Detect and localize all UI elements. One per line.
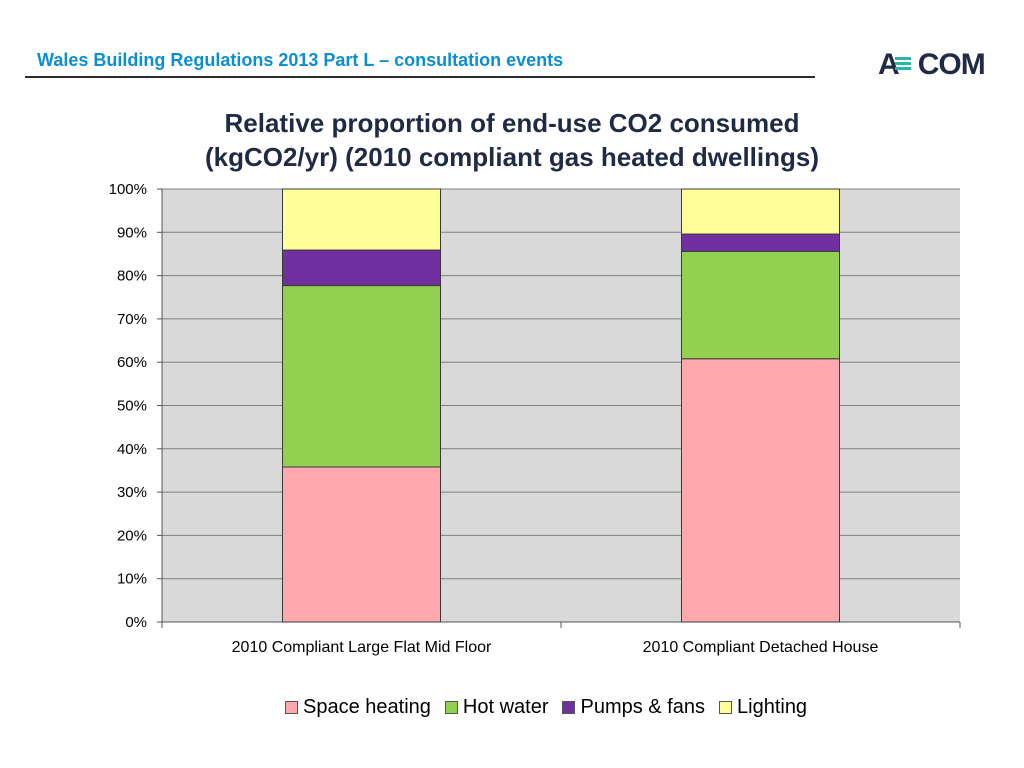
legend-label: Lighting xyxy=(737,696,808,718)
bar-segment-lighting xyxy=(282,188,441,251)
y-tick-label: 20% xyxy=(117,527,147,544)
x-tick-label: 2010 Compliant Large Flat Mid Floor xyxy=(232,639,492,656)
logo-bars xyxy=(895,57,911,71)
legend: Space heating Hot water Pumps & fans Lighti… xyxy=(285,696,807,719)
bar-segment-pumps-fans xyxy=(681,233,840,252)
y-tick-label: 80% xyxy=(117,268,147,285)
slide-header-title: Wales Building Regulations 2013 Part L –… xyxy=(37,50,564,70)
bar-segment-space-heating xyxy=(282,466,441,623)
legend-label: Hot water xyxy=(462,696,549,718)
y-tick-label: 10% xyxy=(117,571,147,588)
x-tick-label: 2010 Compliant Detached House xyxy=(643,639,879,656)
legend-swatch xyxy=(719,701,732,714)
logo-text: AECOM xyxy=(878,48,986,81)
y-tick-label: 40% xyxy=(117,441,147,458)
legend-label: Pumps & fans xyxy=(580,696,705,718)
y-tick-label: 70% xyxy=(117,311,147,328)
legend-swatch xyxy=(285,701,298,714)
chart-title-line-2: (kgCO2/yr) (2010 compliant gas heated dw… xyxy=(204,142,820,172)
legend-item: Pumps & fans xyxy=(562,696,705,719)
bar-segment-hot-water xyxy=(681,250,840,360)
y-tick-label: 100% xyxy=(109,181,147,198)
y-tick-label: 50% xyxy=(117,398,147,415)
y-tick-label: 90% xyxy=(117,224,147,241)
header-rule xyxy=(25,76,815,78)
legend-item: Lighting xyxy=(719,696,807,719)
legend-swatch xyxy=(562,701,576,714)
y-tick-label: 30% xyxy=(117,484,147,501)
bar-segment-space-heating xyxy=(681,358,840,623)
aecom-logo: AECOM xyxy=(878,48,986,82)
legend-swatch xyxy=(444,701,458,714)
legend-item: Hot water xyxy=(444,696,549,719)
bar-segment-lighting xyxy=(681,188,840,235)
legend-item: Space heating xyxy=(285,696,431,719)
chart-title: Relative proportion of end-use CO2 consu… xyxy=(0,106,1024,174)
bar-segment-pumps-fans xyxy=(282,249,441,287)
bar-segment-hot-water xyxy=(282,285,441,468)
y-tick-label: 60% xyxy=(117,354,147,371)
chart-title-line-1: Relative proportion of end-use CO2 consu… xyxy=(224,108,800,138)
legend-label: Space heating xyxy=(303,696,431,718)
y-tick-label: 0% xyxy=(125,614,147,631)
